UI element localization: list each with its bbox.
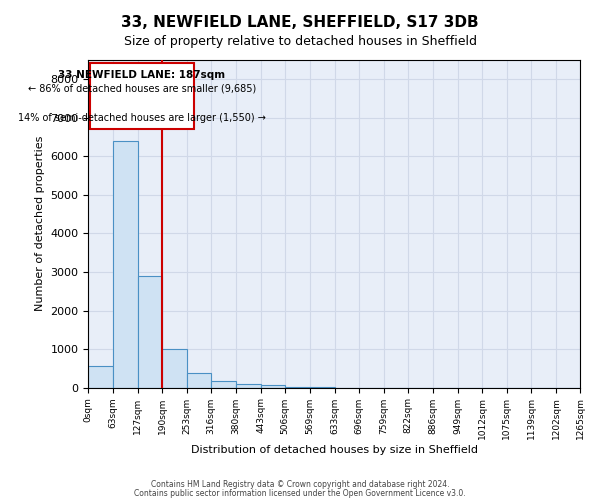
Text: ← 86% of detached houses are smaller (9,685): ← 86% of detached houses are smaller (9,…	[28, 84, 256, 94]
Text: 14% of semi-detached houses are larger (1,550) →: 14% of semi-detached houses are larger (…	[18, 113, 266, 123]
Text: 33 NEWFIELD LANE: 187sqm: 33 NEWFIELD LANE: 187sqm	[58, 70, 226, 80]
Bar	[137, 276, 162, 388]
Text: Contains public sector information licensed under the Open Government Licence v3: Contains public sector information licen…	[134, 488, 466, 498]
Bar	[162, 349, 187, 388]
Y-axis label: Number of detached properties: Number of detached properties	[35, 136, 45, 312]
Bar	[113, 141, 137, 388]
X-axis label: Distribution of detached houses by size in Sheffield: Distribution of detached houses by size …	[191, 445, 478, 455]
Bar	[260, 386, 285, 388]
Text: Size of property relative to detached houses in Sheffield: Size of property relative to detached ho…	[124, 35, 476, 48]
Bar	[211, 381, 236, 388]
Bar	[187, 373, 211, 388]
Bar	[236, 384, 260, 388]
Text: 33, NEWFIELD LANE, SHEFFIELD, S17 3DB: 33, NEWFIELD LANE, SHEFFIELD, S17 3DB	[121, 15, 479, 30]
Text: Contains HM Land Registry data © Crown copyright and database right 2024.: Contains HM Land Registry data © Crown c…	[151, 480, 449, 489]
Bar	[88, 366, 113, 388]
FancyBboxPatch shape	[90, 63, 194, 128]
